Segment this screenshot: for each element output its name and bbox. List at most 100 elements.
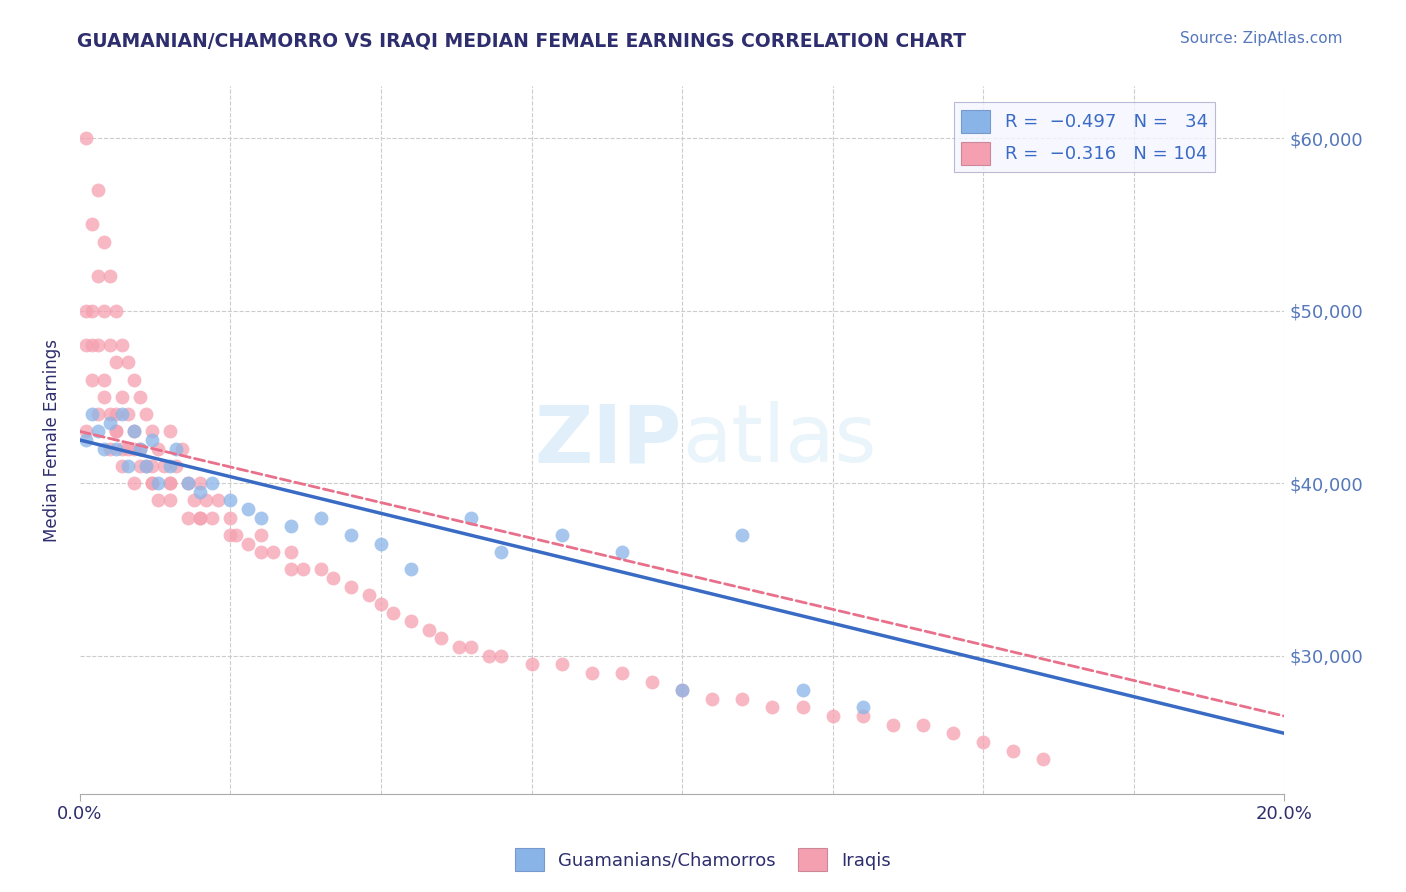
Point xyxy=(105,407,128,421)
Point xyxy=(87,425,110,439)
Point xyxy=(340,528,363,542)
Point xyxy=(135,458,157,473)
Point xyxy=(309,510,332,524)
Point xyxy=(188,484,211,499)
Point xyxy=(80,303,103,318)
Point xyxy=(550,528,572,542)
Point xyxy=(219,493,242,508)
Point xyxy=(280,519,302,533)
Point xyxy=(146,476,169,491)
Point xyxy=(141,433,163,447)
Point xyxy=(280,545,302,559)
Point xyxy=(225,528,247,542)
Point xyxy=(105,425,128,439)
Point xyxy=(291,562,314,576)
Point xyxy=(249,545,271,559)
Point xyxy=(111,338,134,352)
Point xyxy=(93,442,115,456)
Point xyxy=(129,390,152,404)
Point xyxy=(382,606,405,620)
Text: GUAMANIAN/CHAMORRO VS IRAQI MEDIAN FEMALE EARNINGS CORRELATION CHART: GUAMANIAN/CHAMORRO VS IRAQI MEDIAN FEMAL… xyxy=(77,31,966,50)
Text: Source: ZipAtlas.com: Source: ZipAtlas.com xyxy=(1180,31,1343,46)
Point xyxy=(141,476,163,491)
Point xyxy=(165,442,187,456)
Point xyxy=(98,442,121,456)
Point xyxy=(172,442,194,456)
Point xyxy=(671,683,693,698)
Point xyxy=(146,493,169,508)
Point xyxy=(75,433,97,447)
Point xyxy=(122,373,145,387)
Point xyxy=(792,700,814,714)
Point xyxy=(852,709,875,723)
Point xyxy=(87,407,110,421)
Point xyxy=(75,425,97,439)
Point xyxy=(159,458,181,473)
Point xyxy=(201,510,224,524)
Point xyxy=(399,614,422,628)
Point xyxy=(370,536,392,550)
Point xyxy=(280,562,302,576)
Point xyxy=(111,458,134,473)
Point xyxy=(111,407,134,421)
Point xyxy=(80,338,103,352)
Point xyxy=(80,407,103,421)
Point xyxy=(219,510,242,524)
Point xyxy=(449,640,471,654)
Y-axis label: Median Female Earnings: Median Female Earnings xyxy=(44,339,60,541)
Point xyxy=(370,597,392,611)
Point xyxy=(93,235,115,249)
Point xyxy=(75,131,97,145)
Point xyxy=(177,510,200,524)
Point xyxy=(309,562,332,576)
Point xyxy=(491,648,513,663)
Point xyxy=(111,390,134,404)
Point xyxy=(117,442,139,456)
Point xyxy=(460,510,482,524)
Point xyxy=(141,476,163,491)
Point xyxy=(942,726,965,740)
Point xyxy=(610,665,633,680)
Point xyxy=(177,476,200,491)
Text: atlas: atlas xyxy=(682,401,876,479)
Point xyxy=(418,623,440,637)
Point xyxy=(93,303,115,318)
Point xyxy=(105,355,128,369)
Point xyxy=(98,269,121,284)
Point xyxy=(98,338,121,352)
Point xyxy=(201,476,224,491)
Point xyxy=(460,640,482,654)
Point xyxy=(87,338,110,352)
Point xyxy=(219,528,242,542)
Point xyxy=(75,338,97,352)
Point xyxy=(262,545,284,559)
Point xyxy=(122,425,145,439)
Point xyxy=(105,442,128,456)
Point xyxy=(610,545,633,559)
Point xyxy=(80,218,103,232)
Point xyxy=(550,657,572,672)
Point xyxy=(87,183,110,197)
Point xyxy=(159,493,181,508)
Point xyxy=(129,442,152,456)
Point xyxy=(821,709,844,723)
Point xyxy=(122,425,145,439)
Point xyxy=(731,528,754,542)
Point xyxy=(249,510,271,524)
Point xyxy=(146,442,169,456)
Point xyxy=(731,691,754,706)
Point xyxy=(671,683,693,698)
Point xyxy=(581,665,603,680)
Point xyxy=(111,442,134,456)
Point xyxy=(491,545,513,559)
Point xyxy=(141,458,163,473)
Point xyxy=(98,407,121,421)
Point xyxy=(207,493,229,508)
Text: ZIP: ZIP xyxy=(534,401,682,479)
Point xyxy=(238,502,260,516)
Point xyxy=(122,442,145,456)
Point xyxy=(159,425,181,439)
Point xyxy=(105,425,128,439)
Point xyxy=(852,700,875,714)
Point xyxy=(972,735,994,749)
